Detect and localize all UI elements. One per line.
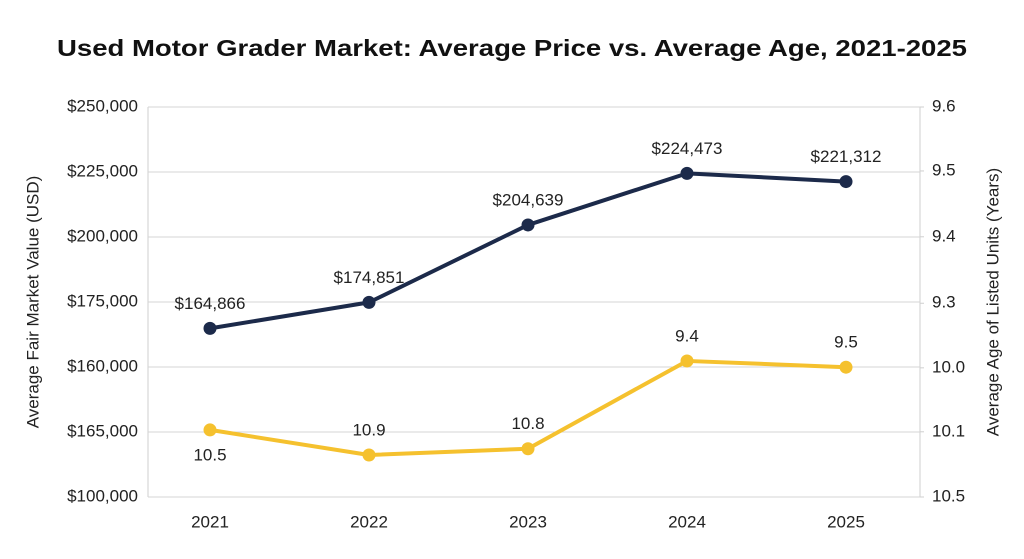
y2-tick-label: 10.5 [932,486,965,505]
data-point [680,354,694,368]
y2-axis-title: Average Age of Listed Units (Years) [983,168,1002,436]
y2-tick-label: 9.6 [932,96,956,115]
data-point [839,175,853,189]
y2-tick-label: 10.1 [932,421,965,440]
y-tick-label: $225,000 [67,161,138,180]
y-axis-title: Average Fair Market Value (USD) [23,176,42,429]
data-label: $224,473 [652,139,723,158]
data-point [362,295,376,309]
data-label: 9.4 [675,326,699,345]
data-point [839,360,853,374]
y2-tick-label: 10.0 [932,357,965,376]
data-point [362,448,376,462]
x-tick-label: 2025 [827,512,865,531]
data-label: $204,639 [493,190,564,209]
data-point [203,423,217,437]
x-tick-label: 2023 [509,512,547,531]
data-point [203,321,217,335]
y-tick-label: $175,000 [67,291,138,310]
data-label: $164,866 [175,294,246,313]
data-label: 10.8 [511,414,544,433]
data-label: 9.5 [834,333,858,352]
y-tick-label: $165,000 [67,421,138,440]
x-tick-label: 2024 [668,512,706,531]
y-tick-label: $200,000 [67,226,138,245]
y-tick-label: $100,000 [67,486,138,505]
data-point [521,218,535,232]
data-label: $174,851 [334,268,405,287]
x-tick-label: 2022 [350,512,388,531]
chart-title: Used Motor Grader Market: Average Price … [57,35,967,61]
data-point [521,442,535,456]
series-line [209,358,847,457]
y-tick-label: $160,000 [67,356,138,375]
data-point [680,166,694,180]
x-tick-label: 2021 [191,512,229,531]
data-label: 10.5 [193,445,226,464]
data-label: 10.9 [352,420,385,439]
y2-tick-label: 9.4 [932,226,956,245]
y-tick-label: $250,000 [67,96,138,115]
data-label: $221,312 [811,147,882,166]
y2-tick-label: 9.3 [932,293,956,312]
y2-tick-label: 9.5 [932,160,956,179]
